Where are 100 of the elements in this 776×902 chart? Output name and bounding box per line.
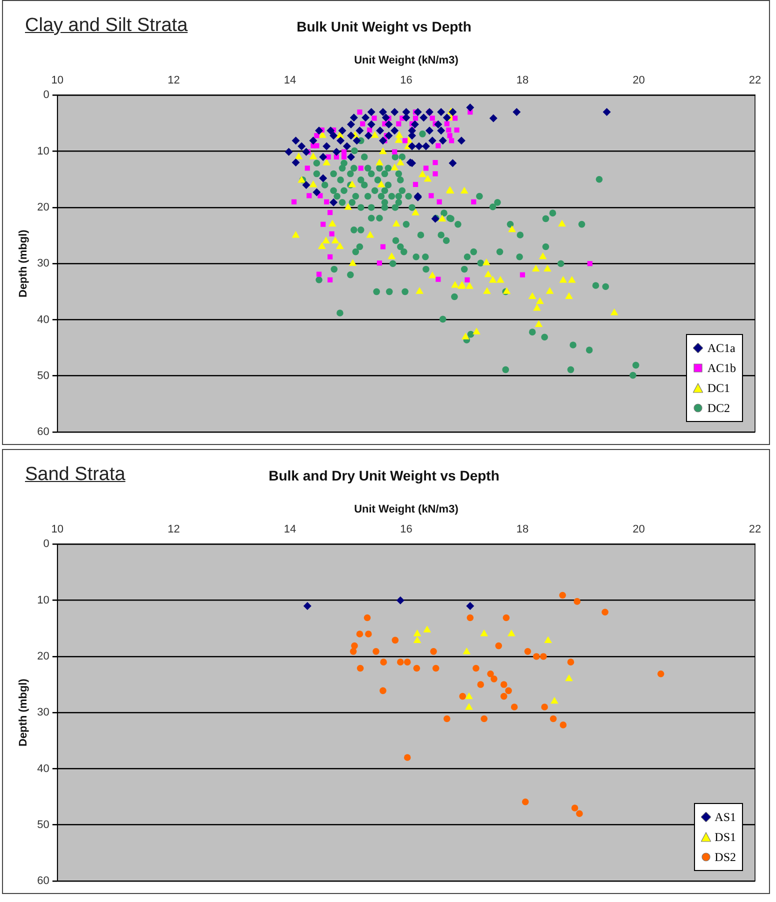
point — [541, 704, 548, 710]
x-tick-label: 18 — [516, 524, 529, 536]
legend-label: AS1 — [714, 810, 736, 824]
point — [524, 648, 532, 655]
y-tick-label: 60 — [37, 875, 50, 888]
y-tick-label: 20 — [37, 650, 50, 662]
point — [540, 653, 547, 660]
point — [508, 630, 516, 636]
x-tick-label: 22 — [748, 524, 762, 536]
legend-label: DC1 — [707, 381, 730, 395]
point — [550, 696, 558, 704]
x-tick-label: 22 — [748, 74, 762, 87]
point — [404, 754, 411, 761]
point — [480, 630, 488, 636]
y-tick-label: 10 — [37, 145, 50, 158]
y-tick-label: 10 — [37, 594, 50, 606]
y-tick-label: 30 — [37, 706, 50, 719]
point — [502, 614, 510, 622]
x-tick-label: 16 — [400, 524, 412, 536]
legend-label: DS2 — [714, 850, 736, 864]
point — [560, 722, 567, 728]
point — [477, 681, 484, 688]
point — [444, 715, 450, 722]
point — [571, 804, 578, 812]
y-tick-label: 30 — [37, 258, 50, 270]
point — [576, 810, 583, 818]
point — [567, 658, 574, 666]
x-tick-label: 16 — [400, 74, 412, 87]
legend-label: AC1a — [707, 341, 736, 355]
x-axis-title: Unit Weight (kN/m3) — [354, 503, 459, 516]
y-tick-label: 40 — [37, 314, 50, 326]
point — [432, 664, 440, 672]
x-axis-title: Unit Weight (kN/m3) — [354, 54, 459, 66]
y-tick-label: 0 — [43, 89, 50, 102]
legend-label: DC2 — [707, 401, 730, 415]
point — [380, 658, 387, 666]
point — [550, 715, 557, 722]
point — [510, 704, 518, 710]
x-tick-label: 12 — [168, 524, 180, 536]
x-tick-label: 14 — [284, 524, 296, 536]
y-tick-label: 60 — [37, 426, 50, 438]
y-axis-title: Depth (mbgl) — [18, 229, 30, 298]
point — [480, 715, 488, 722]
point — [544, 636, 552, 643]
x-tick-label: 10 — [51, 74, 64, 87]
point — [351, 642, 358, 650]
point — [472, 664, 480, 672]
point — [364, 614, 371, 622]
point — [505, 687, 512, 694]
y-tick-label: 50 — [37, 370, 50, 382]
text: Sand Strata — [25, 464, 126, 486]
x-tick-label: 20 — [632, 74, 645, 87]
legend-label: AC1b — [707, 361, 736, 375]
point — [413, 664, 420, 672]
x-tick-label: 12 — [168, 74, 180, 87]
point — [356, 630, 364, 638]
point — [380, 687, 386, 694]
point — [657, 670, 664, 678]
point — [559, 592, 566, 599]
x-tick-label: 10 — [51, 524, 64, 536]
point — [413, 636, 422, 643]
point — [490, 676, 498, 682]
point — [303, 602, 312, 610]
x-tick-label: 20 — [632, 524, 645, 536]
text: Clay and Silt Strata — [25, 15, 188, 37]
chart-title: Bulk and Dry Unit Weight vs Depth — [268, 467, 500, 484]
point — [465, 703, 473, 710]
point — [350, 648, 357, 655]
chart-title: Bulk Unit Weight vs Depth — [296, 18, 472, 34]
point — [404, 658, 411, 666]
y-tick-label: 40 — [37, 762, 50, 775]
point — [574, 598, 581, 605]
point — [462, 647, 471, 654]
point — [533, 653, 540, 660]
point — [465, 692, 473, 700]
point — [397, 658, 404, 666]
point — [522, 798, 529, 806]
y-tick-label: 20 — [37, 202, 50, 214]
x-tick-label: 18 — [516, 74, 529, 87]
point — [500, 681, 508, 688]
point — [392, 636, 399, 644]
point — [500, 692, 508, 700]
point — [459, 692, 466, 700]
point — [356, 664, 364, 672]
point — [487, 670, 494, 678]
point — [423, 626, 432, 632]
point — [396, 596, 404, 604]
point — [495, 642, 502, 650]
point — [565, 674, 573, 682]
point — [466, 614, 474, 622]
point — [466, 602, 474, 610]
point — [365, 630, 372, 638]
point — [430, 648, 437, 655]
point — [602, 608, 608, 616]
legend-label: DS1 — [714, 830, 736, 844]
point — [372, 648, 380, 655]
x-tick-label: 14 — [284, 74, 296, 87]
point — [413, 630, 422, 636]
y-tick-label: 0 — [43, 538, 50, 550]
y-axis-title: Depth (mbgl) — [18, 678, 30, 747]
